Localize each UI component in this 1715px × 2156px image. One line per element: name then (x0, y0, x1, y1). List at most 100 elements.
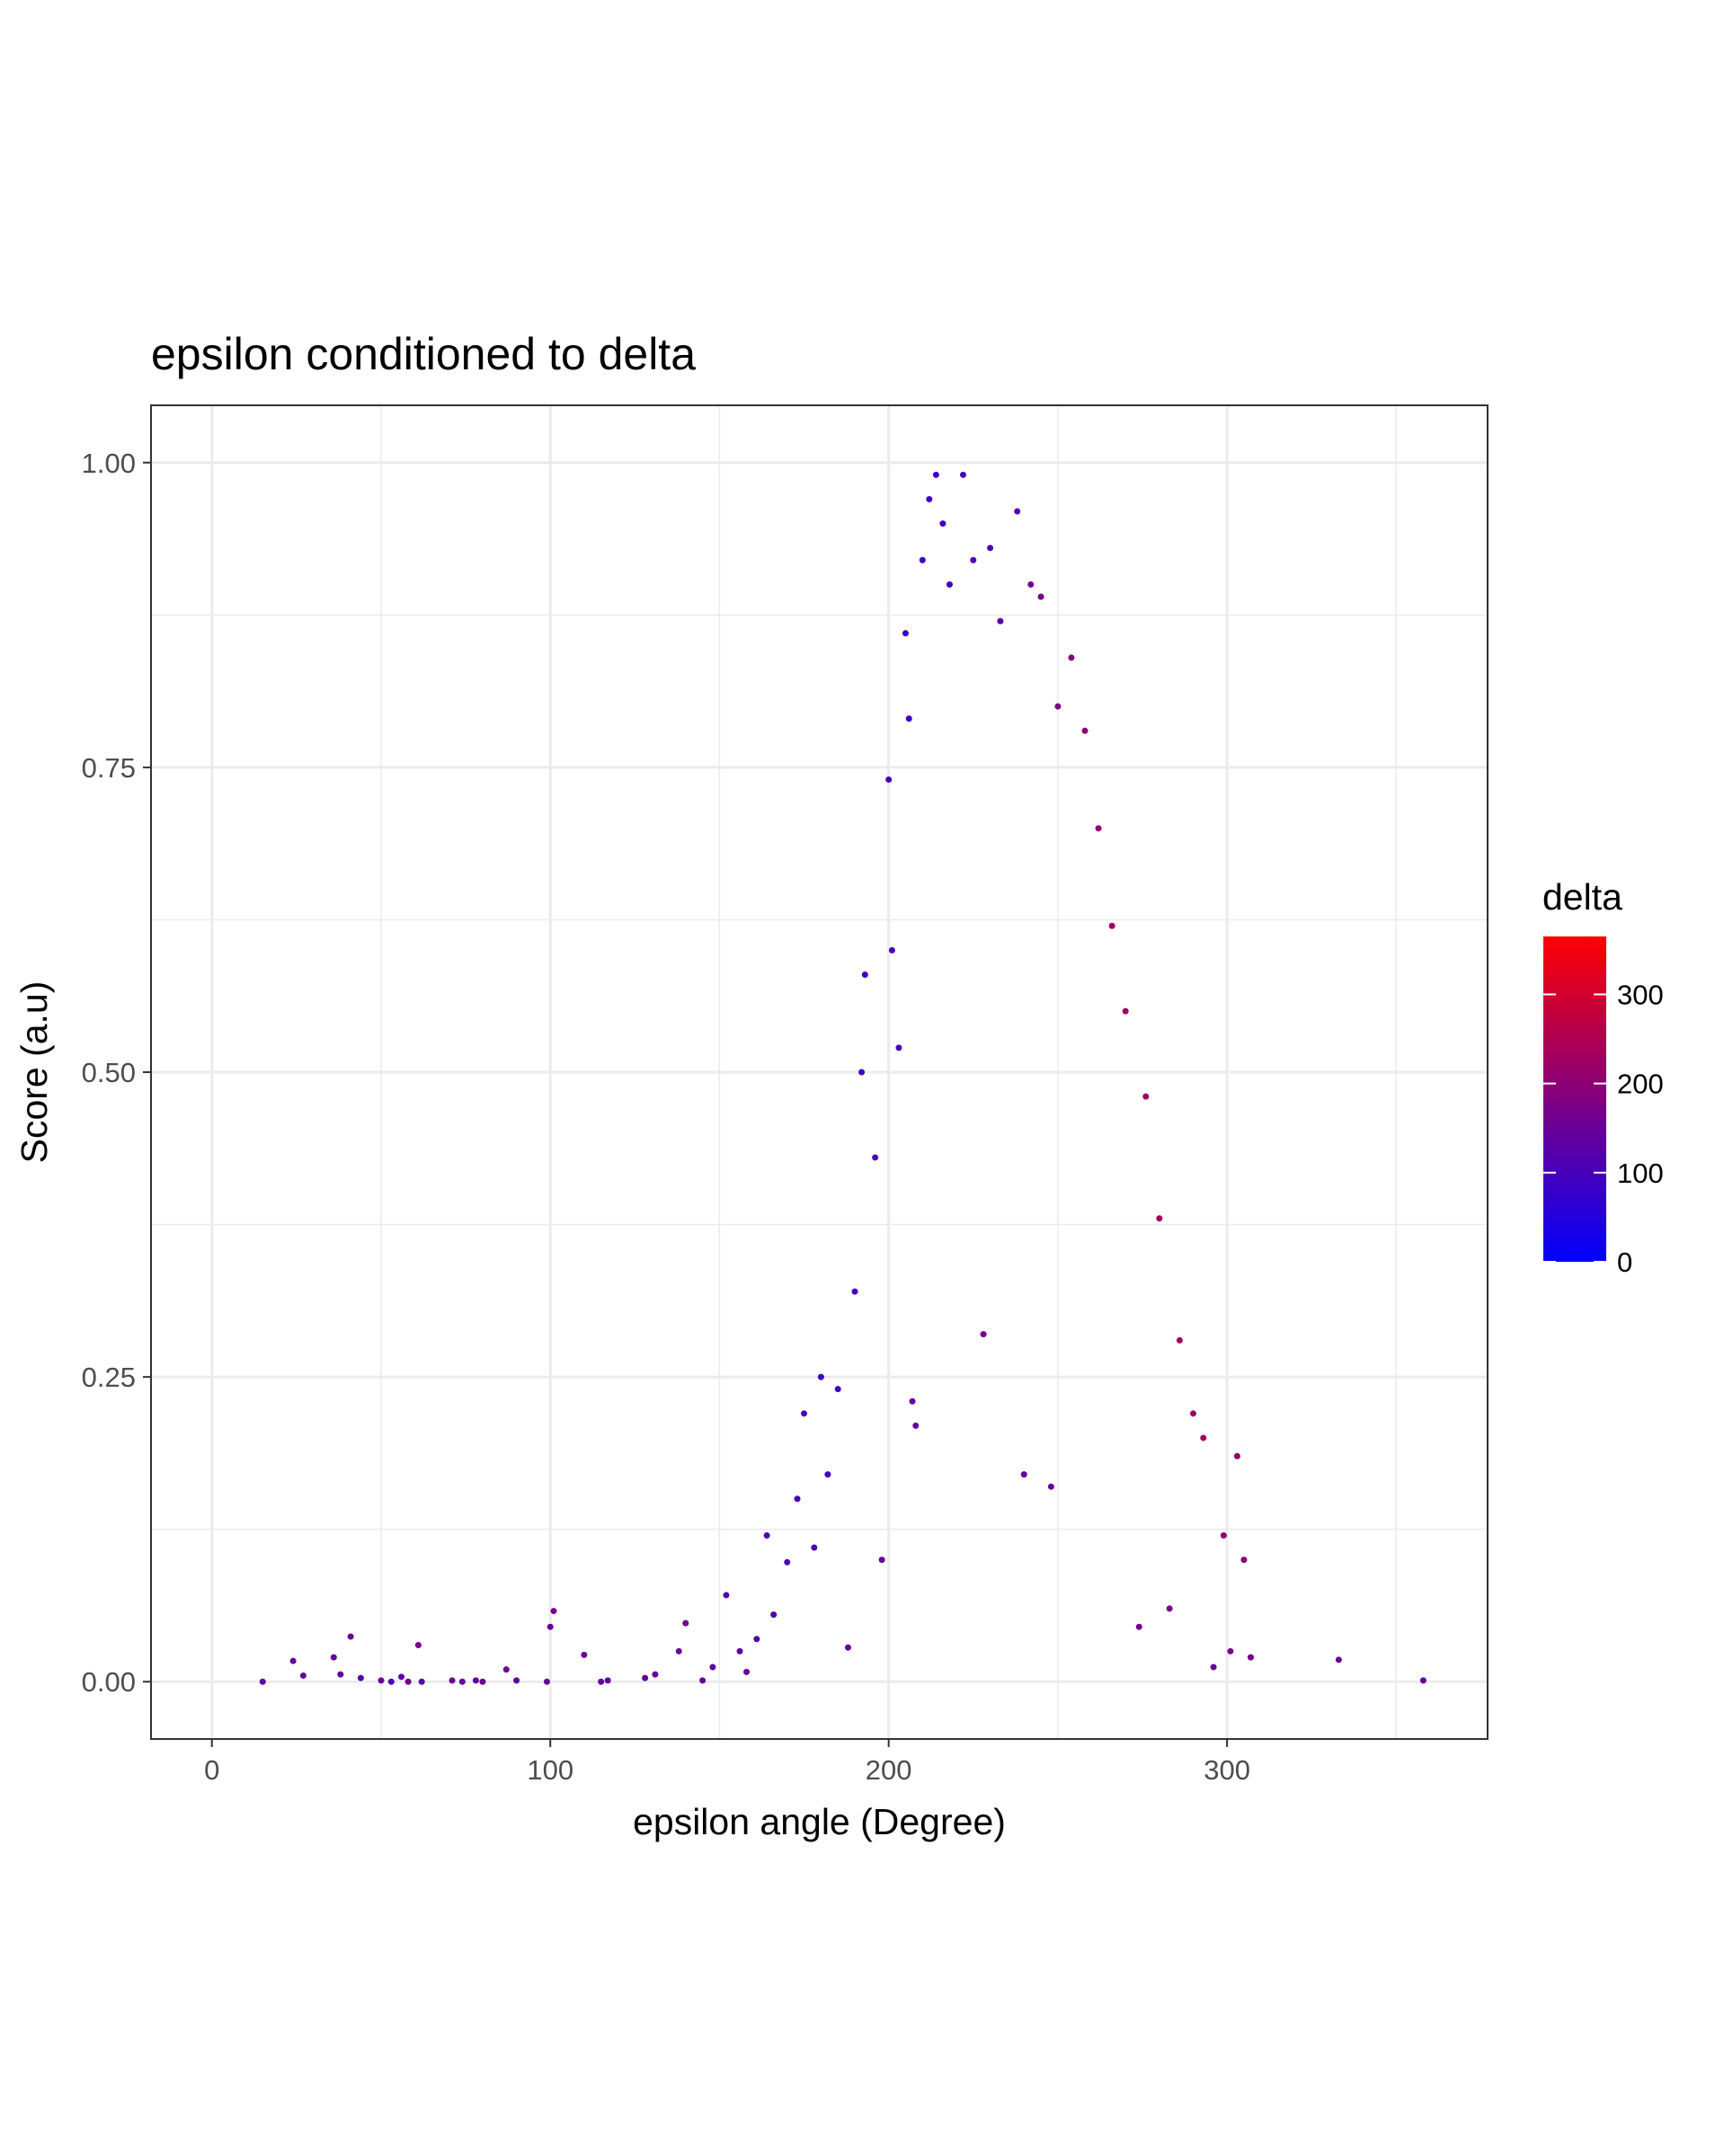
x-tick-label: 0 (204, 1754, 219, 1786)
data-point (259, 1678, 266, 1685)
data-point (784, 1558, 791, 1566)
y-axis: 0.00 0.25 0.50 0.75 1.00 (82, 448, 151, 1698)
x-tick-label: 100 (527, 1754, 573, 1786)
data-point (851, 1288, 858, 1295)
color-legend: delta 0 100 200 300 (1542, 876, 1664, 1278)
data-point (970, 556, 977, 563)
data-point (1047, 1483, 1054, 1490)
data-point (642, 1674, 649, 1681)
data-point (1142, 1093, 1150, 1100)
legend-tick-label: 300 (1617, 979, 1664, 1010)
data-point (398, 1673, 405, 1681)
x-tick-label: 300 (1204, 1754, 1250, 1786)
data-point (709, 1664, 716, 1671)
data-point (1247, 1654, 1254, 1661)
x-tick-label: 200 (866, 1754, 912, 1786)
data-point (885, 776, 893, 783)
data-point (1054, 703, 1062, 710)
data-point (652, 1671, 659, 1678)
y-tick-label: 0.25 (82, 1362, 136, 1393)
data-point (1227, 1647, 1234, 1655)
data-point (932, 471, 939, 478)
data-point (682, 1619, 689, 1627)
data-point (919, 556, 926, 563)
data-point (387, 1678, 395, 1685)
data-point (997, 617, 1004, 625)
data-point (743, 1668, 751, 1675)
legend-tick-label: 0 (1617, 1247, 1632, 1278)
data-point (770, 1611, 778, 1619)
data-point (414, 1642, 422, 1649)
major-gridlines (151, 405, 1488, 1739)
data-point (1014, 508, 1021, 515)
data-point (1027, 581, 1035, 588)
data-point (347, 1633, 354, 1640)
data-point (1037, 593, 1044, 600)
data-point (404, 1678, 412, 1685)
x-axis-title: epsilon angle (Degree) (633, 1801, 1006, 1842)
data-point (1122, 1007, 1129, 1015)
legend-title: delta (1542, 876, 1622, 918)
data-point (763, 1531, 770, 1539)
legend-tick-label: 100 (1617, 1158, 1664, 1189)
data-point (472, 1677, 479, 1684)
data-points (259, 471, 1426, 1685)
data-point (357, 1674, 364, 1681)
y-tick-label: 0.75 (82, 752, 136, 784)
data-point (878, 1557, 885, 1564)
data-point (905, 715, 912, 723)
data-point (546, 1623, 554, 1630)
data-point (289, 1657, 297, 1664)
data-point (378, 1677, 385, 1684)
data-point (817, 1373, 824, 1380)
chart-title: epsilon conditioned to delta (151, 329, 696, 379)
data-point (902, 630, 909, 637)
data-point (550, 1608, 557, 1615)
plot-panel (150, 404, 1488, 1740)
data-point (675, 1647, 682, 1655)
data-point (1081, 727, 1089, 734)
data-point (1156, 1215, 1163, 1222)
data-point (1176, 1336, 1183, 1344)
data-point (946, 581, 953, 588)
data-point (723, 1592, 730, 1599)
data-point (1210, 1664, 1217, 1671)
data-point (1220, 1531, 1227, 1539)
data-point (895, 1044, 902, 1051)
data-point (844, 1644, 851, 1651)
data-point (1200, 1434, 1207, 1442)
data-point (418, 1678, 425, 1685)
data-point (1233, 1452, 1240, 1460)
data-point (513, 1677, 520, 1684)
data-point (299, 1672, 307, 1679)
data-point (604, 1677, 611, 1684)
data-point (458, 1678, 466, 1685)
data-point (801, 1410, 808, 1417)
data-point (581, 1651, 588, 1658)
data-point (1189, 1410, 1196, 1417)
y-tick-label: 0.00 (82, 1666, 136, 1698)
data-point (1068, 654, 1075, 661)
data-point (959, 471, 966, 478)
data-point (479, 1678, 486, 1685)
legend-tick-label: 200 (1617, 1069, 1664, 1100)
data-point (872, 1154, 879, 1161)
data-point (1335, 1656, 1342, 1664)
data-point (1020, 1471, 1027, 1478)
y-tick-label: 1.00 (82, 448, 136, 479)
data-point (736, 1647, 743, 1655)
data-point (939, 520, 946, 528)
x-axis: 0 100 200 300 (204, 1739, 1250, 1786)
legend-colorbar (1543, 936, 1606, 1262)
legend-ticks: 0 100 200 300 (1543, 979, 1664, 1278)
data-point (987, 545, 994, 552)
data-point (912, 1422, 920, 1429)
data-point (861, 971, 868, 978)
data-point (909, 1397, 916, 1405)
data-point (598, 1678, 605, 1685)
data-point (1135, 1623, 1142, 1630)
data-point (858, 1069, 866, 1076)
data-point (1240, 1557, 1248, 1564)
data-point (1419, 1677, 1426, 1684)
